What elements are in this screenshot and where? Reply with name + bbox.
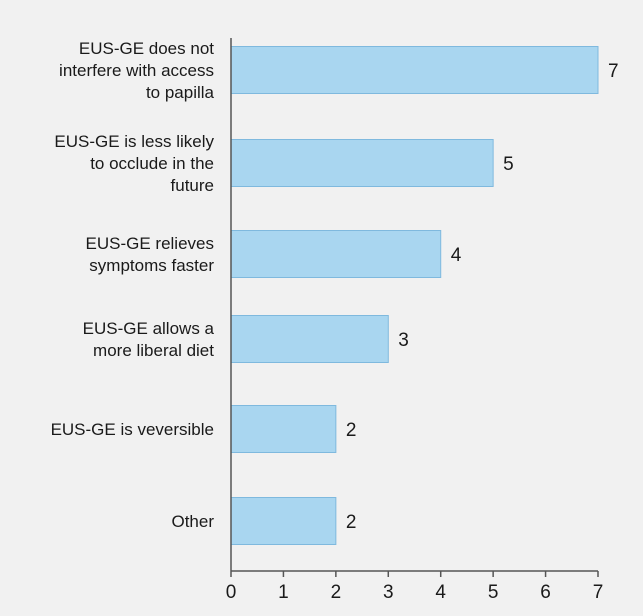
x-tick-label: 0 — [226, 582, 237, 603]
category-label-line: EUS-GE relieves — [86, 234, 214, 253]
bars-layer — [231, 47, 598, 545]
x-tick-label: 5 — [488, 582, 499, 603]
category-label-line: to papilla — [146, 83, 215, 102]
data-label-3: 4 — [451, 245, 462, 266]
category-label-line: symptoms faster — [89, 256, 214, 275]
bar-1 — [231, 47, 598, 94]
data-label-6: 2 — [346, 512, 357, 533]
category-label-line: EUS-GE is veversible — [51, 420, 214, 439]
data-label-4: 3 — [398, 330, 409, 351]
data-label-2: 5 — [503, 154, 514, 175]
category-label-4: EUS-GE allows a more liberal diet — [83, 319, 215, 360]
category-label-line: EUS-GE does not — [79, 39, 214, 58]
category-label-1: EUS-GE does not interfere with access to p… — [59, 39, 214, 102]
category-label-6: Other — [171, 512, 214, 531]
category-labels: EUS-GE does not interfere with access to p… — [51, 39, 215, 531]
bar-3 — [231, 231, 441, 278]
data-label-1: 7 — [608, 61, 619, 82]
bar-4 — [231, 316, 388, 363]
category-label-line: Other — [171, 512, 214, 531]
category-label-3: EUS-GE relieves symptoms faster — [86, 234, 215, 275]
x-tick-label: 2 — [331, 582, 342, 603]
data-label-5: 2 — [346, 420, 357, 441]
bar-2 — [231, 140, 493, 187]
x-tick-label: 1 — [278, 582, 289, 603]
category-label-line: EUS-GE allows a — [83, 319, 215, 338]
category-label-5: EUS-GE is veversible — [51, 420, 214, 439]
bar-5 — [231, 406, 336, 453]
category-label-2: EUS-GE is less likely to occlude in the fu… — [54, 132, 214, 195]
x-tick-label: 7 — [593, 582, 604, 603]
value-labels: 7 5 4 3 2 2 — [346, 61, 619, 533]
category-label-line: EUS-GE is less likely — [54, 132, 214, 151]
category-label-line: future — [171, 176, 214, 195]
x-tick-label: 6 — [540, 582, 551, 603]
bar-6 — [231, 498, 336, 545]
x-tick-label: 3 — [383, 582, 394, 603]
x-tick-label: 4 — [435, 582, 446, 603]
category-label-line: more liberal diet — [93, 341, 214, 360]
category-label-line: to occlude in the — [90, 154, 214, 173]
category-label-line: interfere with access — [59, 61, 214, 80]
